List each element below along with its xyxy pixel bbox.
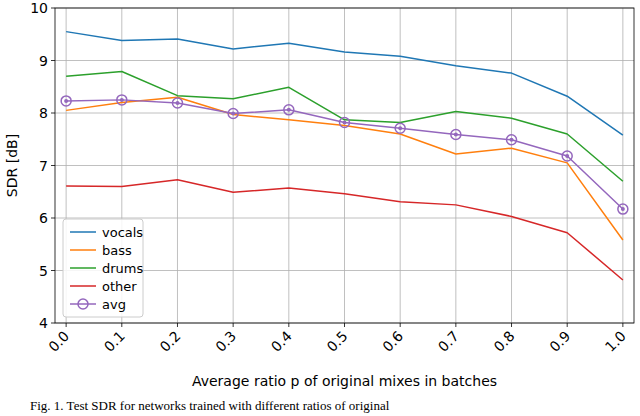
series-line: [66, 72, 623, 182]
tick-label: 7: [39, 158, 48, 174]
legend-label: vocals: [102, 225, 143, 240]
marker: [172, 98, 182, 108]
y-label: SDR [dB]: [4, 134, 20, 197]
marker: [451, 130, 461, 140]
legend-swatch: [70, 249, 96, 251]
marker-dot: [454, 133, 458, 137]
legend-swatch: [70, 267, 96, 269]
tick-label: 0.0: [45, 328, 72, 355]
series-line: [66, 97, 623, 240]
grid-line: [288, 8, 289, 323]
marker-dot: [231, 112, 235, 116]
frame: [55, 8, 634, 323]
marker-dot: [64, 99, 68, 103]
tick: [288, 323, 289, 327]
series-line: [66, 180, 623, 280]
tick-label: 0.1: [101, 328, 128, 355]
tick-label: 0.8: [491, 328, 518, 355]
caption: Fig. 1. Test SDR for networks trained wi…: [30, 398, 390, 413]
tick: [511, 323, 512, 327]
marker: [284, 105, 294, 115]
tick-label: 0.7: [435, 328, 462, 355]
tick-label: 0.3: [212, 328, 239, 355]
marker-dot: [175, 101, 179, 105]
grid-line: [344, 8, 345, 323]
plot-area: [61, 32, 628, 280]
legend-label: drums: [102, 261, 143, 276]
tick: [121, 323, 122, 327]
marker-dot: [120, 98, 124, 102]
tick-label: 4: [39, 315, 48, 331]
tick-label: 0.2: [157, 328, 184, 355]
tick-label: 8: [39, 105, 48, 121]
tick: [455, 323, 456, 327]
marker: [340, 117, 350, 127]
grid-line: [455, 8, 456, 323]
tick: [622, 323, 623, 327]
legend-label: bass: [102, 243, 132, 258]
chart: 4 5 6 7 8 9 10 0.0 0.1 0.2 0.3 0.4 0.5 0.6 0.7 0.8 0.9 1.…: [0, 0, 640, 416]
tick: [51, 165, 55, 166]
tick: [233, 323, 234, 327]
marker-dot: [621, 207, 625, 211]
legend-swatch: [70, 303, 96, 305]
legend: vocals bass drums other avg: [63, 219, 143, 317]
grid-line: [622, 8, 623, 323]
tick: [400, 323, 401, 327]
tick: [51, 60, 55, 61]
marker: [507, 135, 517, 145]
tick-label: 0.4: [268, 328, 295, 355]
tick-label: 1.0: [602, 328, 629, 355]
marker: [562, 151, 572, 161]
marker: [228, 109, 238, 119]
grid-line: [177, 8, 178, 323]
marker: [61, 96, 71, 106]
x-label: Average ratio p of original mixes in bat…: [192, 373, 497, 389]
tick-label: 5: [39, 263, 48, 279]
tick: [51, 8, 55, 9]
tick: [177, 323, 178, 327]
legend-box: [63, 219, 143, 317]
grid-line: [233, 8, 234, 323]
marker-dot: [565, 154, 569, 158]
grid-line: [567, 8, 568, 323]
tick: [344, 323, 345, 327]
legend-label: other: [102, 279, 137, 294]
tick: [51, 323, 55, 324]
tick-label: 10: [30, 0, 48, 16]
tick: [51, 218, 55, 219]
marker-dot: [343, 120, 347, 124]
tick: [567, 323, 568, 327]
grid-line: [511, 8, 512, 323]
tick: [66, 323, 67, 327]
tick-label: 0.5: [324, 328, 351, 355]
tick: [51, 113, 55, 114]
tick-label: 6: [39, 210, 48, 226]
marker-dot: [287, 108, 291, 112]
legend-label: avg: [102, 297, 126, 312]
series-line: [66, 100, 623, 209]
tick-label: 9: [39, 53, 48, 69]
marker-dot: [398, 126, 402, 130]
legend-swatch: [70, 231, 96, 233]
marker: [618, 204, 628, 214]
marker-dot: [510, 138, 514, 142]
legend-swatch: [70, 285, 96, 287]
marker: [117, 95, 127, 105]
tick-label: 0.6: [379, 328, 406, 355]
legend-marker: [78, 299, 88, 309]
tick: [51, 270, 55, 271]
marker: [395, 123, 405, 133]
tick-label: 0.9: [546, 328, 573, 355]
grid-line: [400, 8, 401, 323]
